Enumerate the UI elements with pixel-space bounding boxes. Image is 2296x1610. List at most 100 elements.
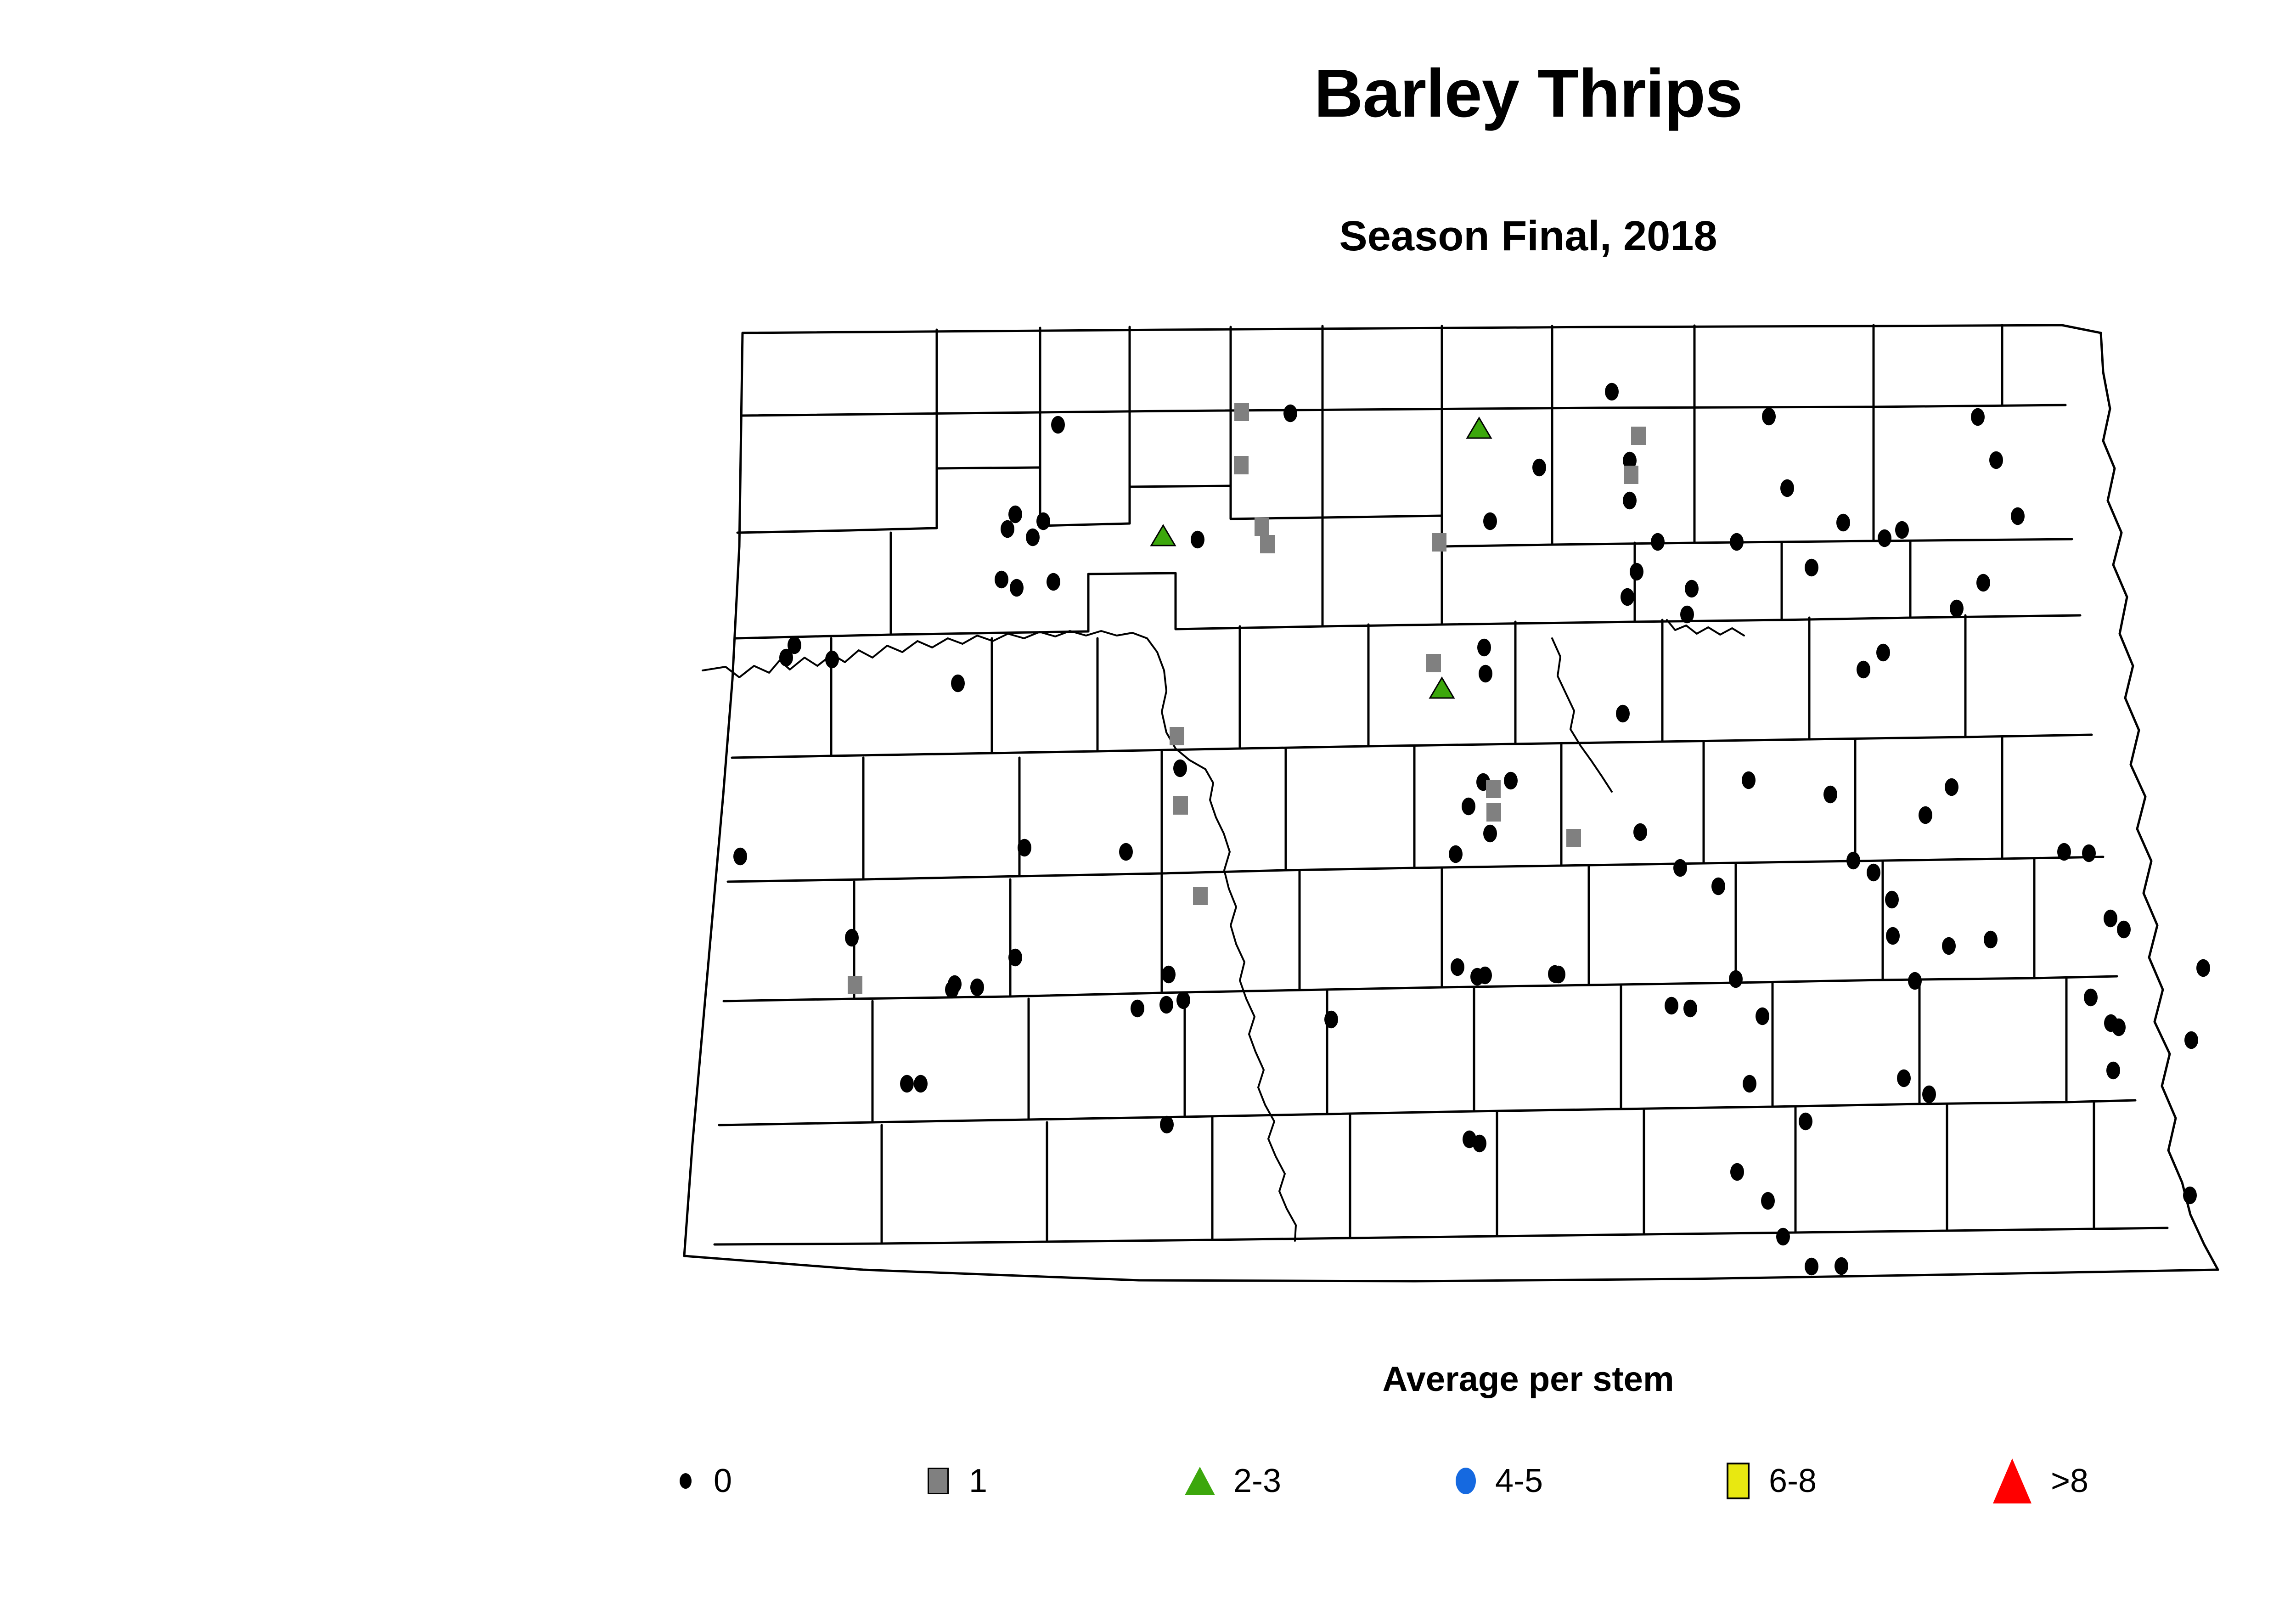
legend-item-2[interactable]: 2-3	[1185, 1449, 1281, 1513]
data-point-0	[1463, 1130, 1476, 1148]
data-point-0	[1919, 806, 1932, 824]
data-point-0	[1616, 704, 1630, 723]
legend-label-2: 2-3	[1233, 1463, 1282, 1499]
legend-label-1: 1	[969, 1463, 988, 1499]
legend: 0 1 2-3 4-5 6-8 >8	[680, 1449, 2296, 1522]
data-point-0	[1908, 972, 1922, 990]
data-point-1	[1631, 427, 1646, 445]
data-point-0	[2184, 1031, 2198, 1049]
tier-line-8	[713, 1101, 2169, 1246]
north-dakota-county-map	[634, 317, 2296, 1318]
data-point-0	[1483, 824, 1497, 843]
page-title: Barley Thrips	[1314, 56, 1743, 131]
data-point-0	[1743, 1075, 1756, 1093]
data-point-0	[1324, 1010, 1338, 1029]
data-point-1	[1173, 796, 1188, 815]
data-point-0	[1451, 958, 1464, 976]
data-point-0	[1846, 851, 1860, 870]
legend-label-4: 6-8	[1769, 1463, 1817, 1499]
data-point-1	[1170, 727, 1184, 745]
data-point-0	[1742, 771, 1756, 789]
data-point-0	[1665, 996, 1678, 1015]
legend-heading: Average per stem	[1382, 1360, 1674, 1399]
tier-line-4	[731, 614, 2093, 759]
data-point-2-3	[1150, 524, 1176, 546]
data-point-0	[1010, 579, 1024, 597]
data-point-0	[1605, 383, 1619, 401]
data-point-0	[1950, 599, 1964, 618]
data-point-0	[1651, 533, 1665, 551]
data-point-0	[1835, 1257, 1848, 1275]
data-point-0	[1532, 458, 1546, 477]
data-point-0	[1001, 520, 1014, 538]
legend-item-5[interactable]: >8	[1993, 1449, 2088, 1513]
vertical-seams-top	[935, 324, 2003, 548]
map-svg	[683, 324, 2219, 1283]
data-point-0	[1283, 404, 1297, 422]
data-point-0	[788, 636, 801, 654]
data-point-0	[1477, 638, 1491, 657]
data-point-1	[1234, 456, 1249, 474]
data-point-1	[1486, 803, 1501, 822]
data-point-0	[951, 674, 965, 692]
data-point-0	[1633, 823, 1647, 841]
data-point-1	[1486, 780, 1501, 798]
data-point-0	[1449, 845, 1463, 863]
data-point-0	[1504, 771, 1518, 790]
data-point-0	[900, 1075, 914, 1093]
data-point-0	[1857, 660, 1870, 679]
legend-item-4[interactable]: 6-8	[1727, 1449, 1817, 1513]
data-point-0	[1047, 573, 1060, 591]
data-point-0	[825, 650, 839, 669]
tier-line-7	[718, 977, 2137, 1126]
data-point-0	[2106, 1061, 2120, 1080]
data-point-0	[995, 570, 1008, 589]
data-point-0	[1131, 999, 1144, 1018]
data-point-1	[1234, 403, 1249, 421]
data-point-0	[779, 648, 793, 667]
data-point-1	[1566, 829, 1581, 847]
state-outline	[683, 324, 2219, 1283]
devils-lake	[1666, 619, 1745, 636]
legend-item-1[interactable]: 1	[928, 1449, 987, 1513]
data-point-0	[1462, 797, 1475, 816]
data-point-0	[1971, 408, 1985, 426]
data-point-0	[1552, 965, 1565, 984]
data-point-1	[1426, 654, 1441, 672]
legend-label-3: 4-5	[1495, 1463, 1543, 1499]
data-point-0	[1026, 528, 1040, 546]
data-point-0	[1823, 785, 1837, 804]
data-point-1	[848, 976, 862, 994]
data-point-0	[1805, 1257, 1818, 1276]
data-point-0	[1191, 530, 1204, 549]
data-point-0	[1729, 970, 1743, 988]
tier-line-1	[740, 404, 2067, 417]
data-point-layer	[733, 383, 2210, 1276]
data-point-2-3	[1466, 417, 1492, 439]
data-point-0	[2196, 959, 2210, 977]
data-point-0	[733, 847, 747, 866]
data-point-0	[1886, 927, 1900, 945]
data-point-1	[1193, 887, 1208, 905]
black-circle-icon	[680, 1473, 692, 1489]
data-point-0	[948, 975, 962, 993]
data-point-0	[1162, 965, 1176, 984]
red-triangle-icon	[1993, 1458, 2032, 1503]
data-point-0	[1942, 937, 1956, 955]
legend-item-0[interactable]: 0	[680, 1449, 732, 1513]
data-point-0	[1945, 778, 1958, 796]
data-point-0	[1008, 505, 1022, 524]
data-point-0	[1683, 999, 1697, 1018]
gray-square-icon	[928, 1468, 949, 1494]
legend-item-3[interactable]: 4-5	[1456, 1449, 1543, 1513]
data-point-0	[2117, 920, 2131, 939]
blue-circle-icon	[1456, 1468, 1476, 1494]
data-point-0	[1730, 1163, 1744, 1181]
data-point-0	[1623, 491, 1637, 510]
data-point-0	[1799, 1112, 1812, 1131]
data-point-0	[1623, 451, 1637, 470]
data-point-0	[1836, 513, 1850, 532]
data-point-0	[1173, 759, 1187, 777]
data-point-0	[1630, 563, 1643, 581]
